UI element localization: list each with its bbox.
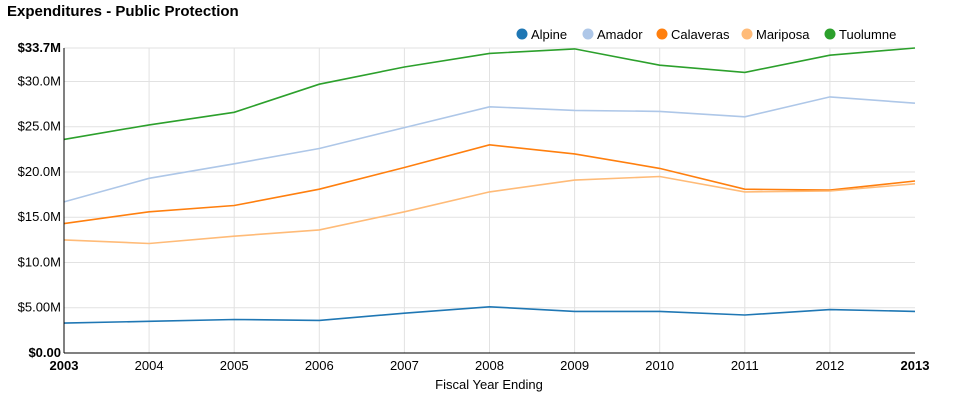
y-tick-label: $15.0M <box>18 209 61 224</box>
data-point-tuolumne[interactable] <box>826 51 834 59</box>
x-tick-label: 2004 <box>135 358 164 373</box>
series-layer <box>63 44 919 325</box>
chart-title: Expenditures - Public Protection <box>7 3 239 20</box>
data-point-amador[interactable] <box>145 174 153 182</box>
data-point-tuolumne[interactable] <box>145 121 153 129</box>
x-tick-label: 2003 <box>50 358 79 373</box>
data-point-amador[interactable] <box>400 124 408 132</box>
data-point-mariposa[interactable] <box>741 188 749 196</box>
data-point-tuolumne[interactable] <box>571 45 579 53</box>
data-point-alpine[interactable] <box>741 311 749 319</box>
data-point-amador[interactable] <box>656 107 664 115</box>
legend-item-calaveras[interactable]: Calaveras <box>656 27 731 42</box>
data-point-mariposa[interactable] <box>400 208 408 216</box>
y-tick-label: $5.00M <box>18 300 61 315</box>
data-point-amador[interactable] <box>571 106 579 114</box>
data-point-calaveras[interactable] <box>486 141 494 149</box>
data-point-amador[interactable] <box>315 145 323 153</box>
data-point-calaveras[interactable] <box>315 185 323 193</box>
data-point-tuolumne[interactable] <box>230 108 238 116</box>
data-point-mariposa[interactable] <box>656 173 664 181</box>
y-axis-ticks: $0.00 $5.00M $10.0M $15.0M $20.0M $25.0M $30.0… <box>18 40 61 360</box>
data-point-alpine[interactable] <box>656 307 664 315</box>
y-tick-label: $30.0M <box>18 73 61 88</box>
data-point-amador[interactable] <box>741 113 749 121</box>
data-point-mariposa[interactable] <box>826 187 834 195</box>
x-tick-label: 2012 <box>815 358 844 373</box>
data-point-alpine[interactable] <box>571 307 579 315</box>
data-point-calaveras[interactable] <box>656 164 664 172</box>
data-point-calaveras[interactable] <box>145 208 153 216</box>
x-tick-label: 2006 <box>305 358 334 373</box>
legend-label: Tuolumne <box>839 27 896 42</box>
legend-label: Calaveras <box>671 27 730 42</box>
data-point-alpine[interactable] <box>486 303 494 311</box>
data-point-mariposa[interactable] <box>911 180 919 188</box>
legend-item-mariposa[interactable]: Mariposa <box>741 27 811 42</box>
legend-swatch <box>516 28 528 40</box>
x-tick-label: 2007 <box>390 358 419 373</box>
x-tick-label: 2009 <box>560 358 589 373</box>
data-point-mariposa[interactable] <box>571 176 579 184</box>
legend-swatch <box>582 28 594 40</box>
data-point-tuolumne[interactable] <box>656 61 664 69</box>
y-tick-label: $0.00 <box>28 345 61 360</box>
data-point-tuolumne[interactable] <box>486 49 494 57</box>
data-point-mariposa[interactable] <box>315 226 323 234</box>
data-point-alpine[interactable] <box>400 309 408 317</box>
legend-swatch <box>824 28 836 40</box>
data-point-alpine[interactable] <box>145 317 153 325</box>
data-point-mariposa[interactable] <box>230 232 238 240</box>
legend-item-alpine[interactable]: Alpine <box>516 27 568 42</box>
legend[interactable]: Alpine Amador Calaveras Mariposa Tuolumne <box>516 27 897 42</box>
data-point-calaveras[interactable] <box>230 202 238 210</box>
series-line-amador <box>63 96 916 203</box>
data-point-alpine[interactable] <box>826 306 834 314</box>
data-point-alpine[interactable] <box>315 316 323 324</box>
x-axis-label: Fiscal Year Ending <box>435 377 543 392</box>
x-tick-label: 2005 <box>220 358 249 373</box>
data-point-amador[interactable] <box>826 93 834 101</box>
legend-swatch <box>656 28 668 40</box>
data-point-tuolumne[interactable] <box>400 63 408 71</box>
legend-label: Mariposa <box>756 27 810 42</box>
series-line-alpine <box>63 305 916 324</box>
series-line-calaveras <box>63 143 916 225</box>
data-point-amador[interactable] <box>911 99 919 107</box>
y-tick-label: $10.0M <box>18 254 61 269</box>
data-point-tuolumne[interactable] <box>911 44 919 52</box>
x-axis-ticks: 2003 2004 2005 2006 2007 2008 2009 2010 2011 2012… <box>50 358 930 373</box>
data-point-calaveras[interactable] <box>571 150 579 158</box>
data-point-alpine[interactable] <box>230 316 238 324</box>
data-point-alpine[interactable] <box>911 307 919 315</box>
data-point-mariposa[interactable] <box>145 240 153 248</box>
data-point-amador[interactable] <box>486 103 494 111</box>
data-point-tuolumne[interactable] <box>741 68 749 76</box>
legend-item-tuolumne[interactable]: Tuolumne <box>824 27 897 42</box>
data-point-tuolumne[interactable] <box>315 80 323 88</box>
legend-item-amador[interactable]: Amador <box>582 27 644 42</box>
axes <box>63 48 915 354</box>
x-tick-label: 2010 <box>645 358 674 373</box>
y-tick-label: $25.0M <box>18 119 61 134</box>
x-tick-label: 2011 <box>731 358 759 373</box>
legend-label: Alpine <box>531 27 567 42</box>
y-tick-label: $33.7M <box>18 40 61 55</box>
data-point-mariposa[interactable] <box>486 188 494 196</box>
grid <box>64 47 915 353</box>
data-point-calaveras[interactable] <box>400 164 408 172</box>
legend-label: Amador <box>597 27 643 42</box>
data-point-amador[interactable] <box>230 160 238 168</box>
x-tick-label: 2008 <box>475 358 504 373</box>
y-tick-label: $20.0M <box>18 164 61 179</box>
series-line-tuolumne <box>63 47 916 141</box>
x-tick-label: 2013 <box>901 358 930 373</box>
series-line-mariposa <box>63 175 916 245</box>
legend-swatch <box>741 28 753 40</box>
